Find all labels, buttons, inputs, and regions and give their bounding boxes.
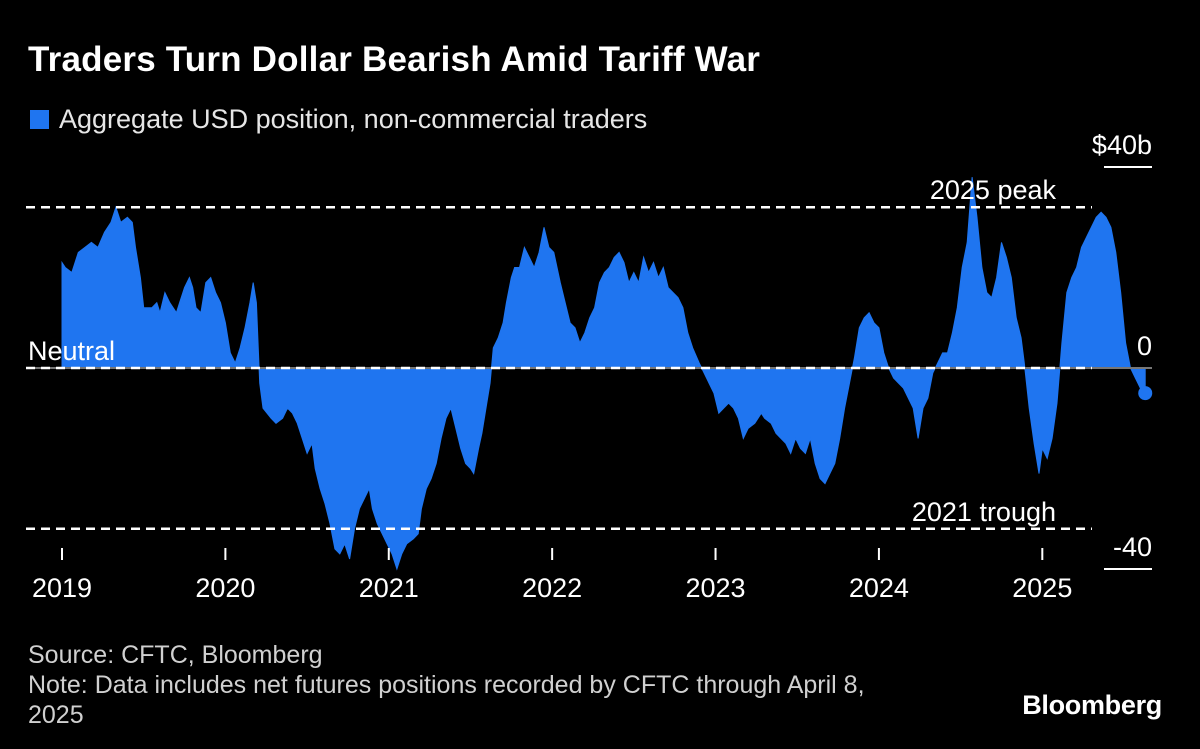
x-tick-label-1: 2020 bbox=[195, 573, 255, 603]
x-tick-label-0: 2019 bbox=[32, 573, 92, 603]
y-tick-label-2: -40 bbox=[1113, 532, 1152, 562]
reference-label-2: 2021 trough bbox=[912, 497, 1056, 527]
footer: Source: CFTC, Bloomberg Note: Data inclu… bbox=[28, 640, 908, 730]
reference-label-0: 2025 peak bbox=[930, 175, 1057, 205]
last-point-marker bbox=[1138, 386, 1153, 401]
chart-title: Traders Turn Dollar Bearish Amid Tariff … bbox=[28, 40, 761, 79]
x-tick-label-6: 2025 bbox=[1012, 573, 1072, 603]
data-note: Note: Data includes net futures position… bbox=[28, 671, 865, 729]
x-tick-label-2: 2021 bbox=[359, 573, 419, 603]
legend-swatch bbox=[30, 110, 49, 129]
axis-layer bbox=[61, 548, 1044, 560]
source-note: Source: CFTC, Bloomberg bbox=[28, 641, 323, 669]
area-layer bbox=[61, 177, 1146, 571]
label-layer: 2025 peak Neutral 2021 trough $40b 0 -40 2019 2… bbox=[28, 130, 1153, 603]
y-tick-label-0: $40b bbox=[1092, 130, 1152, 160]
usd-position-area bbox=[61, 177, 1146, 571]
bloomberg-logo: Bloomberg bbox=[1022, 690, 1162, 720]
x-tick-label-5: 2024 bbox=[849, 573, 909, 603]
x-tick-label-3: 2022 bbox=[522, 573, 582, 603]
legend: Aggregate USD position, non-commercial t… bbox=[30, 104, 647, 135]
reference-label-1: Neutral bbox=[28, 336, 115, 366]
reference-lines-layer bbox=[26, 166, 1152, 570]
x-tick-label-4: 2023 bbox=[685, 573, 745, 603]
y-tick-label-1: 0 bbox=[1137, 331, 1152, 361]
legend-label: Aggregate USD position, non-commercial t… bbox=[59, 104, 648, 134]
